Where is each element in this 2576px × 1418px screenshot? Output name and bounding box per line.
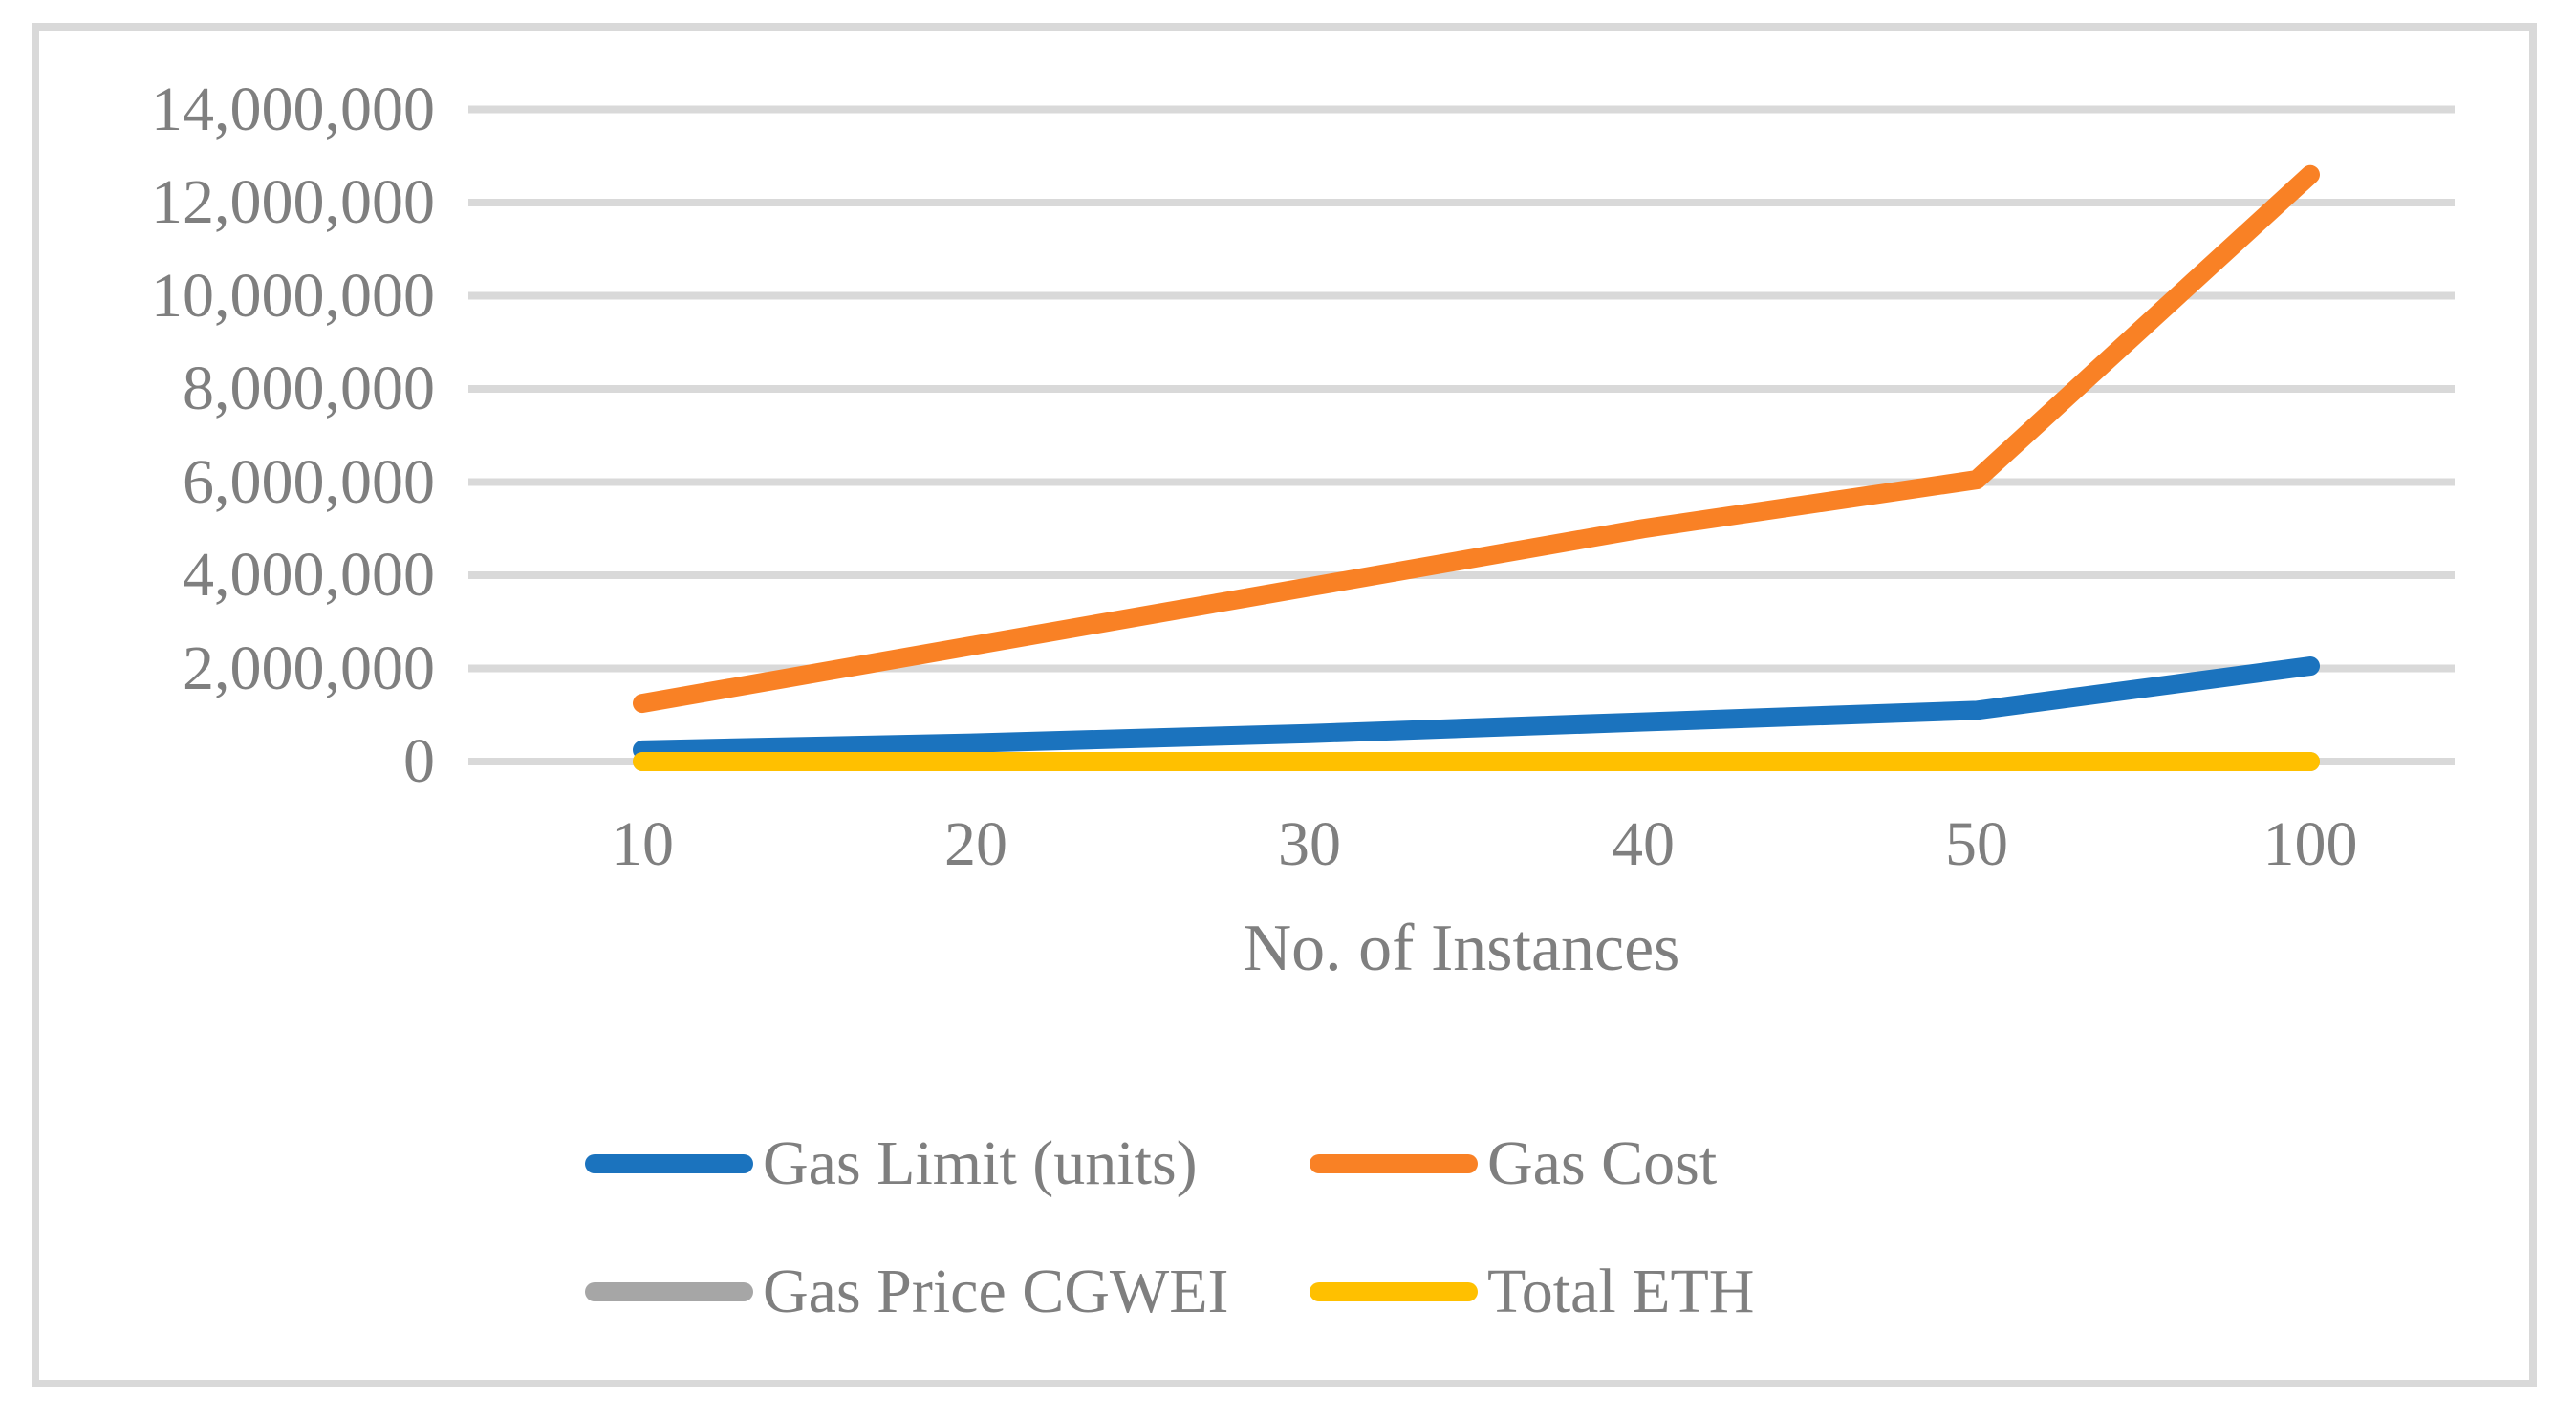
legend-swatch — [1310, 1154, 1478, 1173]
legend-label: Gas Price CGWEI — [763, 1257, 1229, 1326]
legend-label: Gas Limit (units) — [763, 1128, 1198, 1198]
legend-swatch — [585, 1154, 753, 1173]
x-tick-label: 40 — [1612, 809, 1675, 879]
legend-item-gas-limit-units: Gas Limit (units) — [585, 1128, 1198, 1200]
x-axis-title: No. of Instances — [1243, 912, 1680, 985]
legend-swatch — [1310, 1282, 1478, 1301]
y-tick-label: 14,000,000 — [151, 74, 435, 144]
legend-label: Total ETH — [1487, 1257, 1755, 1326]
x-tick-label: 100 — [2262, 809, 2358, 879]
legend-swatch — [585, 1282, 753, 1301]
x-tick-label: 50 — [1945, 809, 2008, 879]
x-tick-label: 10 — [611, 809, 674, 879]
series-line-gas-cost — [633, 164, 2320, 714]
y-tick-label: 8,000,000 — [183, 354, 435, 423]
y-tick-label: 12,000,000 — [151, 167, 435, 237]
y-tick-label: 2,000,000 — [183, 633, 435, 703]
y-tick-label: 4,000,000 — [183, 540, 435, 610]
legend-item-gas-cost: Gas Cost — [1310, 1128, 1717, 1200]
legend-label: Gas Cost — [1487, 1128, 1718, 1198]
chart-border — [32, 23, 2537, 1387]
x-tick-label: 30 — [1278, 809, 1341, 879]
series-line-gas-limit-units — [633, 656, 2320, 760]
y-tick-label: 0 — [403, 726, 435, 796]
x-tick-label: 20 — [944, 809, 1007, 879]
legend-item-total-eth: Total ETH — [1310, 1256, 1754, 1328]
legend-item-gas-price-cgwei: Gas Price CGWEI — [585, 1256, 1229, 1328]
y-tick-label: 10,000,000 — [151, 260, 435, 331]
y-tick-label: 6,000,000 — [183, 446, 435, 517]
